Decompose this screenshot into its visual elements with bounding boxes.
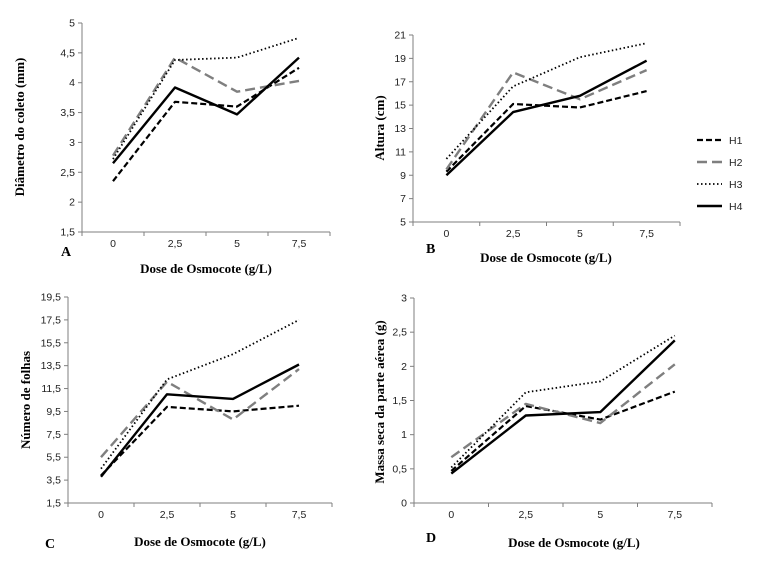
x-tick-label: 2,5 [168, 238, 183, 250]
legend-item-h1: H1 [697, 135, 743, 147]
series-line-h2 [450, 363, 676, 459]
x-axis-label: Dose de Osmocote (g/L) [140, 261, 272, 276]
y-tick-label: 5,5 [46, 452, 61, 464]
y-tick-label: 13,5 [41, 360, 62, 372]
legend-label: H1 [729, 135, 743, 147]
y-tick-label: 15,5 [41, 337, 62, 349]
y-tick-label: 1 [401, 429, 407, 441]
y-axis-label: Número de folhas [18, 351, 33, 449]
y-axis-label: Massa seca da parte aérea (g) [372, 320, 387, 483]
x-tick-label: 5 [230, 509, 236, 521]
x-tick-label: 5 [597, 509, 603, 521]
panel-letter: B [426, 242, 435, 257]
x-tick-label: 7,5 [292, 509, 307, 521]
y-axis-label: Diâmetro do coleto (mm) [12, 58, 27, 197]
panel-letter: A [61, 245, 72, 260]
y-tick-label: 5 [400, 217, 406, 229]
series-line-h2 [100, 368, 300, 458]
y-tick-label: 0 [401, 498, 407, 510]
series-line-h3 [112, 37, 300, 160]
series-line-h3 [100, 319, 300, 470]
y-tick-label: 11,5 [41, 383, 61, 395]
y-tick-label: 2,5 [60, 167, 75, 179]
legend-item-h3: H3 [697, 179, 743, 191]
y-tick-label: 19 [394, 53, 406, 65]
y-tick-label: 0,5 [392, 463, 407, 475]
series-line-h4 [445, 59, 648, 177]
y-tick-label: 2 [69, 197, 75, 209]
legend-item-h2: H2 [697, 157, 743, 169]
x-tick-label: 7,5 [639, 228, 654, 240]
series-line-h4 [450, 339, 676, 475]
x-tick-label: 0 [448, 509, 454, 521]
y-tick-label: 9,5 [46, 406, 61, 418]
y-tick-label: 2,5 [392, 327, 407, 339]
chart-panel-c: 1,5 3,5 5,5 7,5 9,5 11,5 13,5 15,5 17,5 19,5 0 2,5 5… [18, 292, 333, 552]
panel-letter: C [45, 537, 55, 552]
x-tick-label: 2,5 [518, 509, 533, 521]
series-line-h4 [100, 363, 300, 478]
series-line-h1 [100, 404, 300, 477]
y-tick-label: 13 [394, 123, 406, 135]
legend-label: H4 [729, 201, 743, 213]
y-tick-label: 3 [401, 293, 407, 305]
y-tick-label: 4,5 [60, 47, 75, 59]
x-tick-label: 2,5 [506, 228, 521, 240]
y-tick-label: 1,5 [392, 395, 407, 407]
y-axis-label: Altura (cm) [372, 95, 387, 160]
x-axis-label: Dose de Osmocote (g/L) [508, 535, 640, 550]
series-line-h2 [445, 69, 648, 171]
chart-panel-a: 1,5 2 2,5 3 3,5 4 4,5 5 0 2,5 5 7,5 Dose de Osmocote… [12, 18, 331, 276]
x-tick-label: 7,5 [292, 238, 307, 250]
y-tick-label: 2 [401, 361, 407, 373]
legend-label: H2 [729, 157, 743, 169]
x-tick-label: 0 [443, 228, 449, 240]
x-tick-label: 0 [110, 238, 116, 250]
y-tick-label: 3,5 [46, 475, 61, 487]
panel-letter: D [426, 531, 436, 546]
y-tick-label: 15 [394, 100, 406, 112]
series-line-h4 [112, 56, 300, 165]
x-tick-label: 5 [234, 238, 240, 250]
y-tick-label: 7 [400, 193, 406, 205]
y-tick-label: 7,5 [46, 429, 61, 441]
y-tick-label: 9 [400, 170, 406, 182]
x-axis-label: Dose de Osmocote (g/L) [134, 534, 266, 549]
legend-label: H3 [729, 179, 743, 191]
x-tick-label: 0 [98, 509, 104, 521]
series-line-h1 [112, 66, 300, 182]
y-tick-label: 5 [69, 18, 75, 30]
series-line-h2 [111, 56, 300, 157]
y-tick-label: 17,5 [41, 314, 62, 326]
y-tick-label: 21 [394, 30, 406, 42]
y-tick-label: 1,5 [46, 498, 61, 510]
legend-item-h4: H4 [697, 201, 743, 213]
chart-panel-b: 5 7 9 11 13 15 17 19 21 0 2,5 5 7,5 Dose de Osmocote … [372, 30, 681, 265]
y-tick-label: 3,5 [60, 107, 75, 119]
legend: H1 H2 H3 H4 [697, 135, 743, 213]
x-tick-label: 7,5 [667, 509, 682, 521]
x-tick-label: 2,5 [160, 509, 175, 521]
y-tick-label: 3 [69, 137, 75, 149]
x-tick-label: 5 [577, 228, 583, 240]
y-tick-label: 19,5 [41, 292, 62, 304]
series-line-h3 [445, 42, 647, 160]
series-line-h1 [450, 390, 676, 472]
chart-panel-d: 0 0,5 1 1,5 2 2,5 3 0 2,5 5 7,5 Dose de Osmocote (g… [372, 293, 713, 550]
y-tick-label: 17 [394, 76, 406, 88]
chart-panels: 1,5 2 2,5 3 3,5 4 4,5 5 0 2,5 5 7,5 Dose de Osmocote… [12, 18, 713, 552]
y-tick-label: 4 [69, 77, 75, 89]
x-axis-label: Dose de Osmocote (g/L) [480, 250, 612, 265]
y-tick-label: 1,5 [60, 227, 75, 239]
y-tick-label: 11 [395, 146, 406, 158]
series-line-h3 [450, 334, 676, 469]
series-line-h1 [445, 90, 647, 173]
